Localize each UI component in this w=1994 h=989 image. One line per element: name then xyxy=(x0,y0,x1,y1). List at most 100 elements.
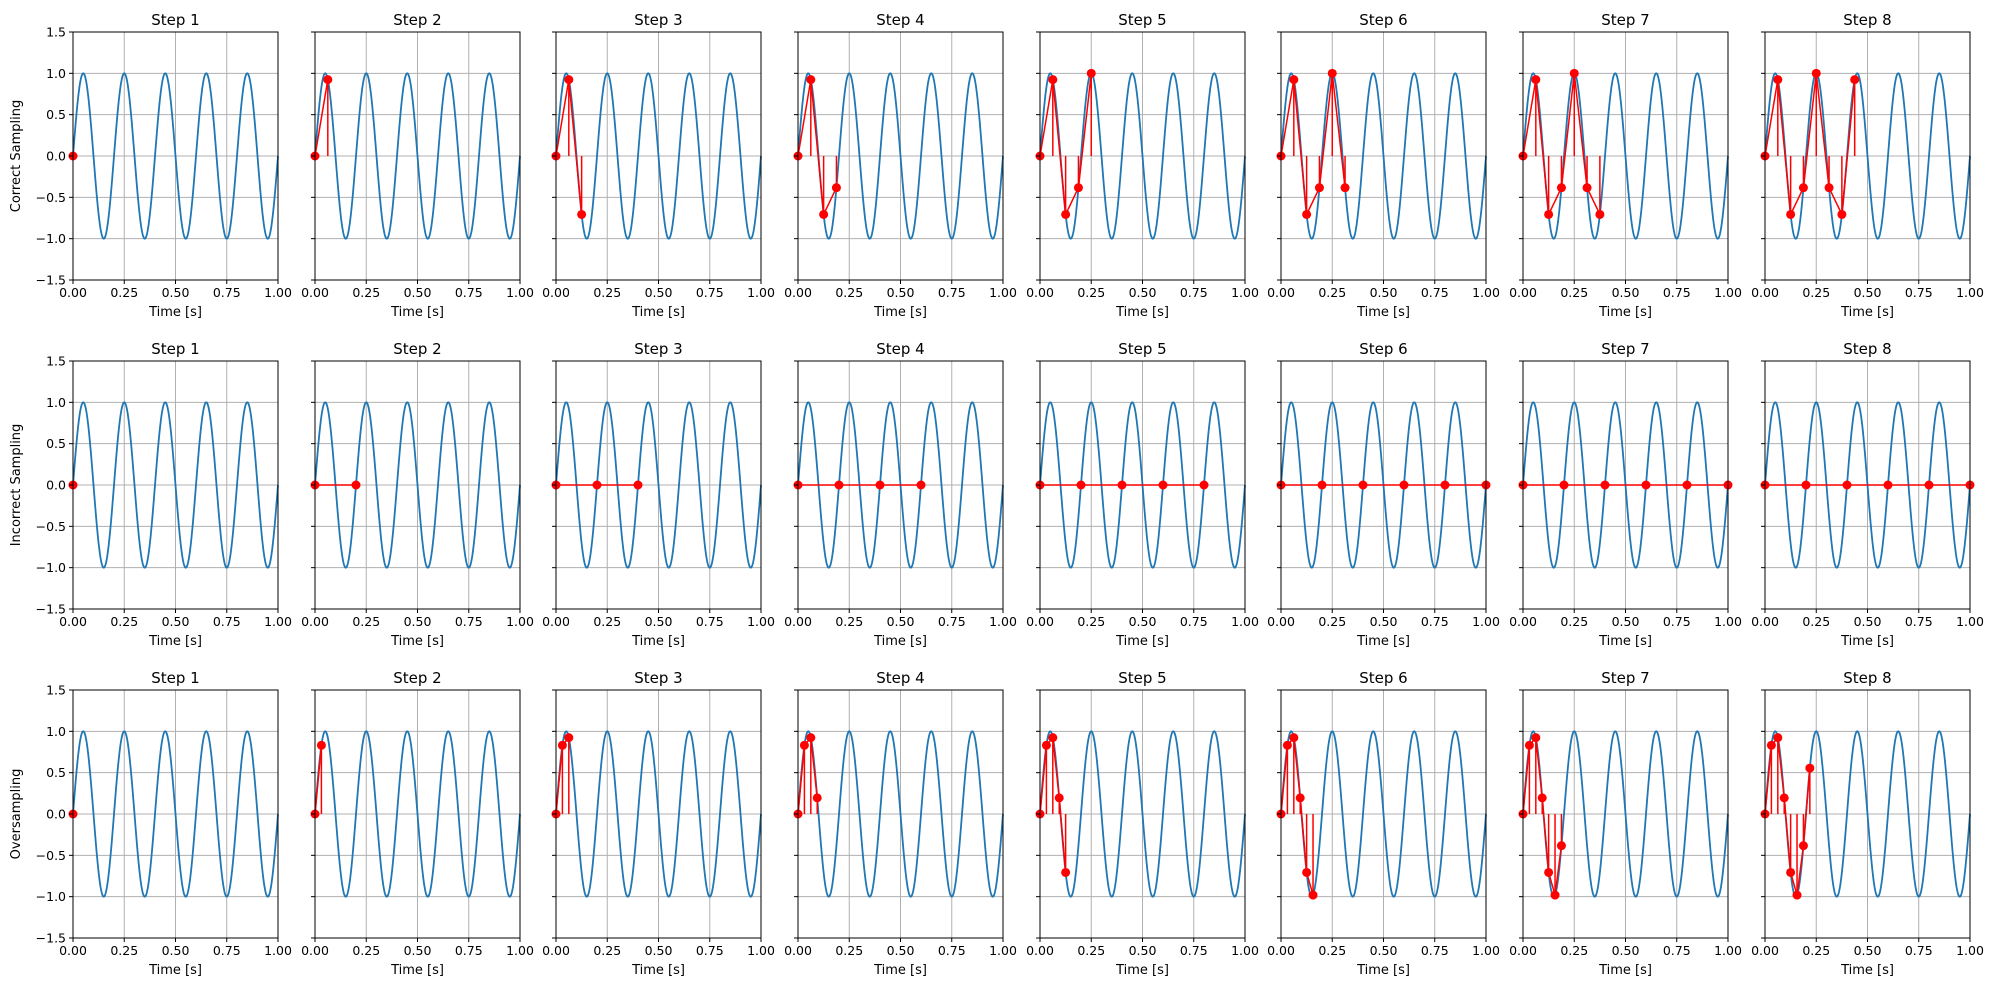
sample-point xyxy=(1524,740,1534,750)
x-tick-label: 0.50 xyxy=(404,943,432,958)
x-tick-label: 0.00 xyxy=(59,614,87,629)
subplot-title: Step 4 xyxy=(876,340,924,358)
subplot-r2-s5: 0.00 0.25 0.50 0.75 1.00 Time [s] Step 5 xyxy=(1026,340,1259,649)
sample-point xyxy=(1295,793,1305,803)
x-tick-label: 0.75 xyxy=(213,943,241,958)
x-axis-label: Time [s] xyxy=(873,634,927,649)
samples xyxy=(310,480,361,490)
subplot-r1-s7: 0.00 0.25 0.50 0.75 1.00 Time [s] Step 7 xyxy=(1509,11,1742,320)
samples xyxy=(1035,733,1071,877)
subplot-r3-s5: 0.00 0.25 0.50 0.75 1.00 Time [s] Step 5 xyxy=(1026,669,1259,978)
x-tick-label: 0.50 xyxy=(1129,285,1157,300)
x-tick-label: 0.50 xyxy=(1854,614,1882,629)
sample-point xyxy=(1302,209,1312,219)
x-tick-label: 0.75 xyxy=(1180,943,1208,958)
sample-line xyxy=(1280,73,1346,218)
sample-point xyxy=(1805,763,1815,773)
x-tick-label: 0.25 xyxy=(835,943,863,958)
subplot-title: Step 8 xyxy=(1843,669,1891,687)
sample-point xyxy=(577,209,587,219)
x-tick-label: 0.00 xyxy=(1509,285,1537,300)
x-tick-label: 0.75 xyxy=(696,614,724,629)
sample-point xyxy=(831,183,841,193)
y-tick-label: 1.5 xyxy=(46,25,66,40)
y-tick-label: 0.5 xyxy=(46,765,66,780)
x-axis-label: Time [s] xyxy=(1356,305,1410,320)
y-tick-label: 1.5 xyxy=(46,683,66,698)
subplot-title: Step 8 xyxy=(1843,340,1891,358)
x-axis-label: Time [s] xyxy=(1356,634,1410,649)
signal-line xyxy=(555,401,762,569)
x-tick-label: 0.25 xyxy=(1077,614,1105,629)
x-tick-label: 0.50 xyxy=(1129,943,1157,958)
sample-point xyxy=(1041,740,1051,750)
sample-point xyxy=(812,793,822,803)
subplot-title: Step 4 xyxy=(876,11,924,29)
subplot-title: Step 5 xyxy=(1118,11,1166,29)
x-tick-label: 0.75 xyxy=(213,285,241,300)
sample-point xyxy=(1779,793,1789,803)
sample-point xyxy=(1327,68,1337,78)
y-tick-label: −1.5 xyxy=(36,602,66,617)
x-axis-label: Time [s] xyxy=(148,305,202,320)
x-tick-label: 0.00 xyxy=(1751,285,1779,300)
x-tick-label: 0.25 xyxy=(1077,943,1105,958)
x-tick-label: 0.00 xyxy=(784,943,812,958)
sample-point xyxy=(351,480,361,490)
x-tick-label: 1.00 xyxy=(1714,943,1742,958)
x-tick-label: 1.00 xyxy=(747,943,775,958)
x-tick-label: 1.00 xyxy=(1956,943,1984,958)
x-axis-label: Time [s] xyxy=(631,305,685,320)
sample-point xyxy=(1086,68,1096,78)
subplot-r3-s8: 0.00 0.25 0.50 0.75 1.00 Time [s] Step 8 xyxy=(1751,669,1984,978)
samples xyxy=(793,733,822,819)
x-tick-label: 1.00 xyxy=(1472,943,1500,958)
subplot-r2-s4: 0.00 0.25 0.50 0.75 1.00 Time [s] Step 4 xyxy=(784,340,1017,649)
x-tick-label: 0.00 xyxy=(1026,943,1054,958)
subplot-r1-s2: 0.00 0.25 0.50 0.75 1.00 Time [s] Step 2 xyxy=(301,11,534,320)
samples xyxy=(310,740,326,819)
sample-point xyxy=(316,740,326,750)
x-axis-label: Time [s] xyxy=(1598,305,1652,320)
subplot-title: Step 1 xyxy=(151,669,199,687)
signal-line xyxy=(1764,72,1971,240)
subplot-r1-s5: 0.00 0.25 0.50 0.75 1.00 Time [s] Step 5 xyxy=(1026,11,1259,320)
samples xyxy=(310,75,333,161)
x-tick-label: 0.50 xyxy=(1370,285,1398,300)
x-tick-label: 1.00 xyxy=(747,614,775,629)
x-tick-label: 0.25 xyxy=(835,285,863,300)
row-ylabel: Incorrect Sampling xyxy=(9,424,24,547)
x-tick-label: 0.75 xyxy=(1421,285,1449,300)
subplot-title: Step 2 xyxy=(393,669,441,687)
sample-point xyxy=(1289,75,1299,85)
x-axis-label: Time [s] xyxy=(148,634,202,649)
subplot-r2-s8: 0.00 0.25 0.50 0.75 1.00 Time [s] Step 8 xyxy=(1751,340,1984,649)
x-tick-label: 0.00 xyxy=(1267,285,1295,300)
sample-point xyxy=(1358,480,1368,490)
subplot-title: Step 2 xyxy=(393,11,441,29)
x-axis-label: Time [s] xyxy=(631,634,685,649)
sample-point xyxy=(1641,480,1651,490)
x-tick-label: 1.00 xyxy=(1231,285,1259,300)
x-tick-label: 0.75 xyxy=(1905,943,1933,958)
x-tick-label: 0.00 xyxy=(1026,614,1054,629)
x-tick-label: 0.00 xyxy=(784,614,812,629)
x-axis-label: Time [s] xyxy=(390,963,444,978)
x-tick-label: 0.50 xyxy=(1370,943,1398,958)
subplot-title: Step 6 xyxy=(1359,340,1407,358)
x-tick-label: 0.50 xyxy=(162,943,190,958)
sample-point xyxy=(834,480,844,490)
sample-point xyxy=(1537,793,1547,803)
x-axis-label: Time [s] xyxy=(873,963,927,978)
x-tick-label: 0.25 xyxy=(352,614,380,629)
x-tick-label: 1.00 xyxy=(1956,614,1984,629)
signal-line xyxy=(314,730,521,898)
sample-line xyxy=(314,79,329,157)
samples xyxy=(1276,68,1350,219)
sample-point xyxy=(1550,890,1560,900)
sample-point xyxy=(875,480,885,490)
x-axis-label: Time [s] xyxy=(1598,963,1652,978)
x-axis-label: Time [s] xyxy=(390,305,444,320)
x-tick-label: 0.25 xyxy=(110,614,138,629)
sample-point xyxy=(1595,209,1605,219)
